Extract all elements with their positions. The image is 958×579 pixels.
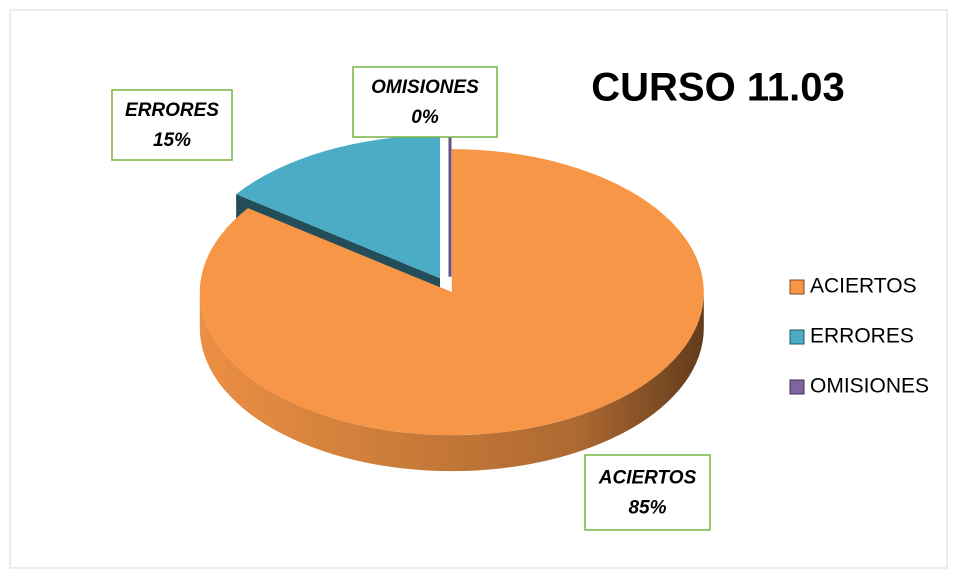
legend-label: OMISIONES [810, 375, 929, 398]
chart-title: CURSO 11.03 [591, 66, 844, 110]
data-label-category: ACIERTOS [598, 468, 697, 489]
data-label-category: ERRORES [125, 100, 219, 121]
data-label-value: 85% [628, 498, 666, 519]
data-label-box [111, 89, 233, 161]
legend-marker [789, 329, 805, 345]
slice-side [199, 292, 704, 472]
pie-slice [199, 149, 704, 436]
data-label-box [584, 454, 711, 531]
pie-slice [236, 135, 441, 279]
data-label-box [352, 66, 498, 138]
data-label-value: 0% [411, 107, 439, 128]
legend-marker [789, 379, 805, 395]
legend-marker [789, 279, 805, 295]
legend-label: ACIERTOS [810, 275, 917, 298]
legend-label: ERRORES [810, 325, 914, 348]
data-label-value: 15% [153, 130, 191, 151]
data-label-category: OMISIONES [371, 77, 479, 98]
